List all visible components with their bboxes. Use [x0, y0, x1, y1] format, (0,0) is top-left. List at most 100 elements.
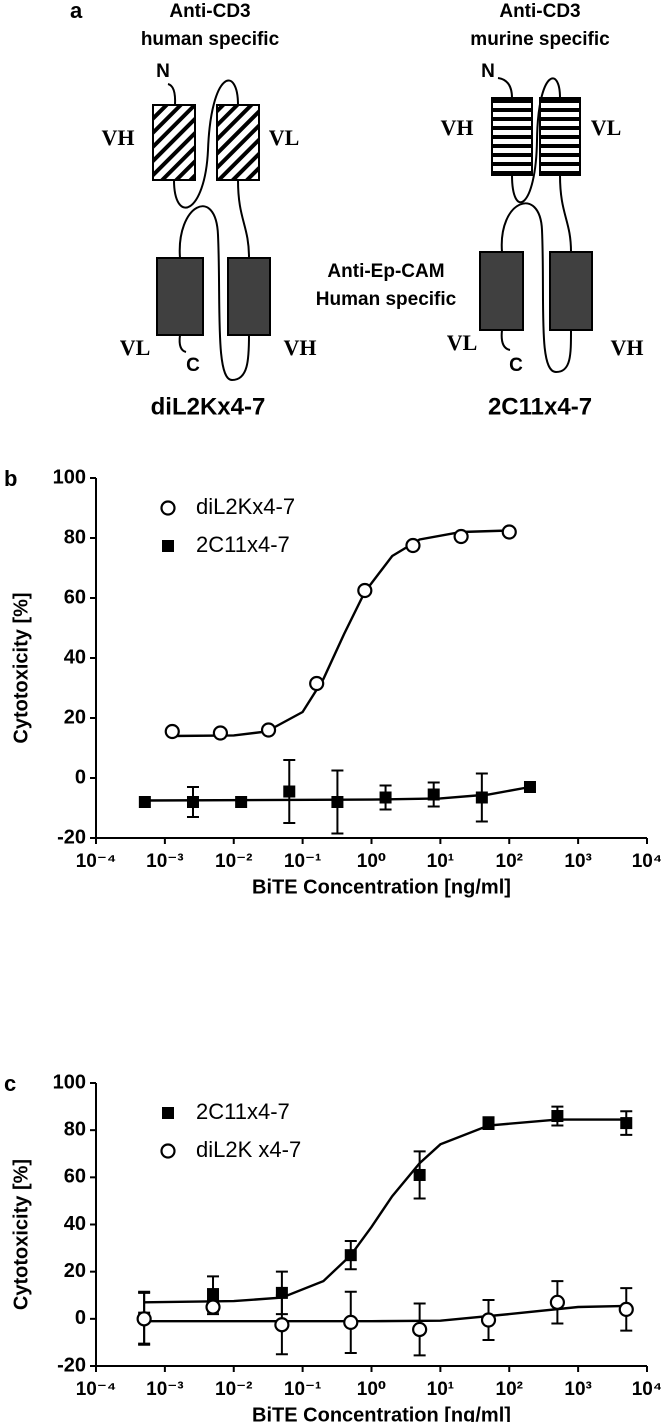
data-point [453, 528, 469, 545]
data-point [309, 675, 325, 692]
x-tick-label: 10² [496, 1379, 523, 1400]
linker [178, 205, 250, 382]
panel-label: b [4, 466, 17, 491]
x-tick-label: 10⁰ [357, 1379, 386, 1400]
legend-label: 2C11x4-7 [196, 1099, 290, 1124]
data-point [274, 1317, 290, 1333]
linker [237, 179, 250, 259]
y-axis-label: Cytotoxicity [%] [10, 592, 32, 743]
legend-entry: 2C11x4-7 [162, 1099, 290, 1124]
domain [152, 104, 196, 181]
data-point [405, 537, 421, 554]
y-tick-label: -20 [57, 1354, 86, 1376]
legend-marker [162, 540, 174, 552]
data-point [357, 582, 373, 599]
linker [497, 77, 513, 99]
data-point [186, 796, 199, 808]
domain-label: VL [269, 125, 300, 150]
domain [539, 97, 581, 176]
target-label: Human specific [316, 289, 457, 310]
legend-entry: 2C11x4-7 [162, 532, 290, 557]
data-point [344, 1249, 357, 1262]
y-tick-label: -20 [57, 826, 86, 848]
domain-label: VL [447, 330, 478, 355]
y-tick-label: 100 [53, 466, 86, 488]
legend-entry: diL2Kx4-7 [160, 494, 295, 519]
linker [178, 334, 187, 353]
domain [479, 251, 524, 331]
data-point [480, 1312, 497, 1328]
y-tick-label: 20 [64, 706, 86, 728]
x-tick-label: 10³ [564, 1379, 591, 1400]
x-tick-label: 10¹ [427, 1379, 454, 1400]
x-tick-label: 10² [496, 851, 523, 872]
legend-marker [160, 500, 176, 516]
y-tick-label: 80 [64, 526, 86, 548]
linker [500, 202, 572, 374]
domain-label: VH [284, 335, 317, 360]
y-axis-label: Cytotoxicity [%] [10, 1159, 32, 1310]
y-tick-label: 80 [64, 1118, 86, 1140]
x-tick-label: 10⁻¹ [284, 851, 322, 872]
data-point [331, 796, 344, 808]
domain [491, 97, 533, 176]
legend-marker [162, 1107, 174, 1119]
construct-name: diL2Kx4-7 [151, 393, 266, 420]
x-tick-label: 10⁻² [215, 1379, 253, 1400]
x-tick-label: 10⁻⁴ [76, 851, 117, 872]
data-point [164, 723, 180, 740]
x-tick-label: 10⁻³ [146, 1379, 184, 1400]
construct-title: human specific [141, 29, 280, 50]
x-tick-label: 10⁻² [215, 851, 253, 872]
fit-curve [144, 1304, 627, 1323]
data-point [343, 1314, 359, 1330]
construct-title: murine specific [470, 29, 610, 50]
data-point [212, 725, 229, 741]
data-point [205, 1299, 221, 1315]
panel-a: a Anti-CD3 human specific N VH VL VL VH … [70, 0, 644, 420]
x-tick-label: 10⁴ [632, 1379, 661, 1400]
data-point [413, 1168, 426, 1181]
data-point [283, 785, 296, 798]
c-label: C [509, 355, 523, 376]
chart: b -20 0 20 40 60 80 100 10⁻⁴ 10⁻³ 10⁻² 10⁻¹ 10⁰ 10¹ 10… [4, 466, 661, 898]
x-axis-label: BiTE Concentration [ng/ml] [252, 876, 511, 898]
data-point [235, 796, 248, 808]
fit-curve [170, 529, 510, 738]
domain [156, 257, 204, 336]
data-point [523, 781, 536, 793]
data-point [549, 1294, 565, 1310]
data-point [138, 796, 151, 808]
c-label: C [186, 355, 200, 376]
data-point [136, 1311, 152, 1327]
construct-title: Anti-CD3 [169, 1, 250, 22]
x-tick-label: 10⁴ [632, 851, 661, 872]
construct-title: Anti-CD3 [499, 1, 580, 22]
data-point [551, 1110, 564, 1123]
x-tick-label: 10¹ [427, 851, 454, 872]
chart: c -20 0 20 40 60 80 100 10⁻⁴ 10⁻³ 10⁻² 10⁻¹ 10⁰ 10¹ 10… [4, 1071, 661, 1422]
domain [549, 251, 593, 331]
target-label: Anti-Ep-CAM [327, 261, 444, 282]
fit-curve [144, 785, 531, 802]
y-tick-label: 60 [64, 1166, 86, 1188]
panel-label: a [70, 0, 83, 23]
y-tick-label: 0 [75, 1307, 86, 1329]
domain-label: VH [441, 115, 474, 140]
domain-label: VL [120, 335, 151, 360]
domain-label: VL [591, 115, 622, 140]
y-tick-label: 40 [64, 1213, 86, 1235]
x-tick-label: 10⁻¹ [284, 1379, 322, 1400]
data-point [618, 1301, 634, 1318]
domain [216, 104, 260, 181]
legend-entry: diL2K x4-7 [160, 1137, 301, 1162]
domain [227, 257, 271, 336]
n-label: N [481, 61, 495, 82]
legend-label: 2C11x4-7 [196, 532, 290, 557]
domain-label: VH [102, 125, 135, 150]
data-point [501, 524, 517, 540]
data-point [260, 722, 277, 738]
x-tick-label: 10⁰ [357, 851, 386, 872]
linker [511, 77, 561, 204]
